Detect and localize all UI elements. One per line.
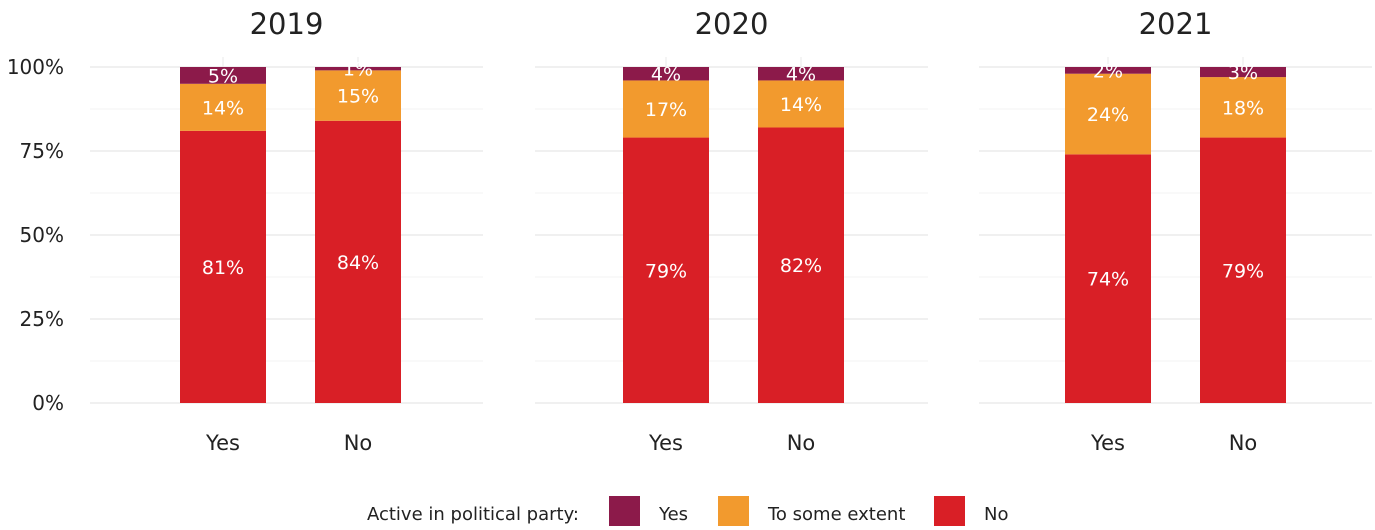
- legend-label: To some extent: [767, 504, 905, 525]
- data-label: 14%: [202, 97, 244, 119]
- bar-segment: [1200, 137, 1286, 403]
- legend-swatch: [934, 496, 965, 526]
- x-tick-label: No: [344, 431, 373, 455]
- x-tick-label: No: [1229, 431, 1258, 455]
- y-tick-label: 75%: [20, 139, 64, 163]
- x-tick-label: No: [787, 431, 816, 455]
- bar-segment: [1200, 77, 1286, 138]
- bar-segment: [758, 67, 844, 81]
- bar-segment: [315, 120, 401, 403]
- y-tick-label: 0%: [32, 391, 64, 415]
- data-label: 82%: [780, 255, 822, 277]
- data-label: 2%: [1093, 60, 1123, 82]
- bar-segment: [180, 67, 266, 84]
- x-tick-label: Yes: [205, 431, 240, 455]
- legend-swatch: [718, 496, 749, 526]
- data-label: 84%: [337, 252, 379, 274]
- legend-label: No: [984, 504, 1008, 525]
- bar-segment: [758, 127, 844, 403]
- bar-segment: [758, 80, 844, 128]
- data-label: 4%: [786, 64, 816, 86]
- y-tick-label: 100%: [7, 55, 64, 79]
- data-label: 1%: [343, 59, 373, 81]
- data-label: 79%: [1222, 260, 1264, 282]
- data-label: 5%: [208, 65, 238, 87]
- bar-segment: [315, 67, 401, 71]
- bar-segment: [1200, 67, 1286, 78]
- y-tick-label: 50%: [20, 223, 64, 247]
- data-label: 18%: [1222, 97, 1264, 119]
- bar-segment: [1065, 154, 1151, 403]
- data-label: 79%: [645, 260, 687, 282]
- data-label: 81%: [202, 257, 244, 279]
- legend-title: Active in political party:: [367, 504, 579, 525]
- bar-segment: [180, 83, 266, 131]
- data-label: 15%: [337, 86, 379, 108]
- y-tick-label: 25%: [20, 307, 64, 331]
- data-label: 24%: [1087, 104, 1129, 126]
- bar-segment: [623, 137, 709, 403]
- bar-segment: [623, 67, 709, 81]
- x-tick-label: Yes: [1090, 431, 1125, 455]
- bar-segment: [315, 70, 401, 121]
- legend-label: Yes: [658, 504, 688, 525]
- bar-segment: [623, 80, 709, 138]
- bar-segment: [1065, 73, 1151, 155]
- data-label: 14%: [780, 94, 822, 116]
- legend-swatch: [609, 496, 640, 526]
- data-label: 3%: [1228, 62, 1258, 84]
- bar-segment: [1065, 67, 1151, 74]
- x-tick-label: Yes: [648, 431, 683, 455]
- panel-title: 2020: [695, 7, 769, 41]
- bar-segment: [180, 130, 266, 403]
- data-label: 74%: [1087, 269, 1129, 291]
- panel-title: 2021: [1139, 7, 1213, 41]
- data-label: 17%: [645, 99, 687, 121]
- data-label: 4%: [651, 64, 681, 86]
- panel-title: 2019: [250, 7, 324, 41]
